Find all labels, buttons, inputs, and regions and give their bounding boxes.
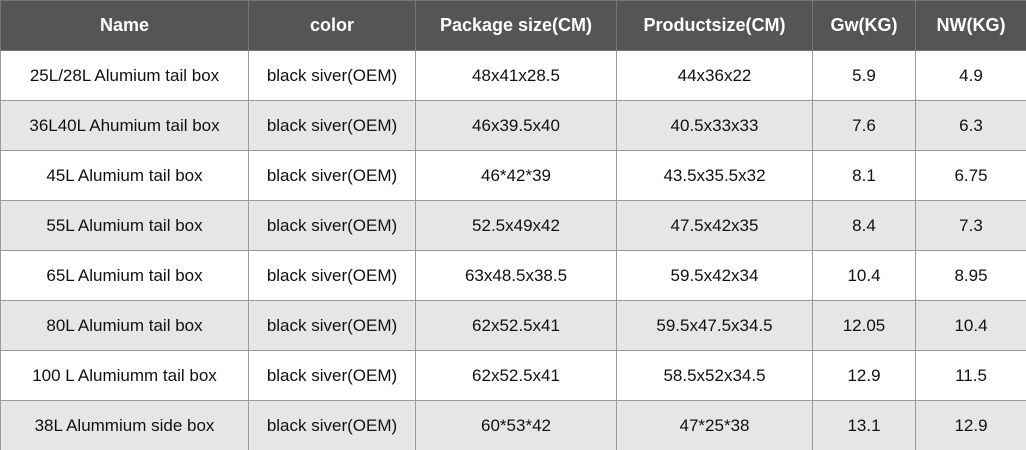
table-cell: 11.5 — [915, 350, 1026, 401]
table-cell: 46x39.5x40 — [415, 100, 617, 151]
header-cell: Package size(CM) — [415, 0, 617, 51]
table-body: 25L/28L Alumium tail box black siver(OEM)… — [0, 50, 1026, 450]
table-cell: 44x36x22 — [616, 50, 813, 101]
table-cell: 58.5x52x34.5 — [616, 350, 813, 401]
table-cell: 46*42*39 — [415, 150, 617, 201]
table-cell: 60*53*42 — [415, 400, 617, 450]
table-cell: 36L40L Ahumium tail box — [0, 100, 249, 151]
table-cell: 38L Alummium side box — [0, 400, 249, 450]
table-cell: 6.75 — [915, 150, 1026, 201]
table-cell: black siver(OEM) — [248, 350, 416, 401]
table-cell: 10.4 — [812, 250, 916, 301]
table-cell: 48x41x28.5 — [415, 50, 617, 101]
table-cell: 80L Alumium tail box — [0, 300, 249, 351]
table-cell: 25L/28L Alumium tail box — [0, 50, 249, 101]
table-cell: 45L Alumium tail box — [0, 150, 249, 201]
table-cell: black siver(OEM) — [248, 100, 416, 151]
table-cell: 47.5x42x35 — [616, 200, 813, 251]
table-cell: 52.5x49x42 — [415, 200, 617, 251]
table-cell: 62x52.5x41 — [415, 300, 617, 351]
table-cell: 13.1 — [812, 400, 916, 450]
table-cell: 63x48.5x38.5 — [415, 250, 617, 301]
table-cell: black siver(OEM) — [248, 400, 416, 450]
table-row: 38L Alummium side box black siver(OEM) 60*… — [0, 400, 1026, 450]
table-row: 45L Alumium tail box black siver(OEM) 46*4… — [0, 150, 1026, 201]
table-cell: black siver(OEM) — [248, 250, 416, 301]
table-cell: black siver(OEM) — [248, 300, 416, 351]
table-cell: black siver(OEM) — [248, 150, 416, 201]
table-cell: 65L Alumium tail box — [0, 250, 249, 301]
table-cell: 12.9 — [812, 350, 916, 401]
table-cell: 5.9 — [812, 50, 916, 101]
header-cell: Productsize(CM) — [616, 0, 813, 51]
table-cell: 8.1 — [812, 150, 916, 201]
table-cell: 8.4 — [812, 200, 916, 251]
table-cell: 10.4 — [915, 300, 1026, 351]
table-cell: 40.5x33x33 — [616, 100, 813, 151]
table-row: 80L Alumium tail box black siver(OEM) 62x5… — [0, 300, 1026, 351]
header-cell: color — [248, 0, 416, 51]
table-cell: black siver(OEM) — [248, 50, 416, 101]
table-cell: 4.9 — [915, 50, 1026, 101]
table-row: 36L40L Ahumium tail box black siver(OEM) 4… — [0, 100, 1026, 151]
header-row: Name color Package size(CM) Productsize(CM)… — [0, 0, 1026, 51]
table-cell: 6.3 — [915, 100, 1026, 151]
table-row: 100 L Alumiumm tail box black siver(OEM) 6… — [0, 350, 1026, 401]
table-cell: 43.5x35.5x32 — [616, 150, 813, 201]
table-header: Name color Package size(CM) Productsize(CM)… — [0, 0, 1026, 51]
table-row: 65L Alumium tail box black siver(OEM) 63x4… — [0, 250, 1026, 301]
table-cell: 100 L Alumiumm tail box — [0, 350, 249, 401]
table-row: 25L/28L Alumium tail box black siver(OEM)… — [0, 50, 1026, 101]
table-cell: 7.3 — [915, 200, 1026, 251]
table-cell: 62x52.5x41 — [415, 350, 617, 401]
header-cell: NW(KG) — [915, 0, 1026, 51]
table-cell: 55L Alumium tail box — [0, 200, 249, 251]
header-cell: Gw(KG) — [812, 0, 916, 51]
header-cell: Name — [0, 0, 249, 51]
table-cell: 12.05 — [812, 300, 916, 351]
table-cell: 47*25*38 — [616, 400, 813, 450]
table-cell: 59.5x47.5x34.5 — [616, 300, 813, 351]
table-cell: 7.6 — [812, 100, 916, 151]
table-cell: black siver(OEM) — [248, 200, 416, 251]
table-row: 55L Alumium tail box black siver(OEM) 52.5… — [0, 200, 1026, 251]
table-cell: 59.5x42x34 — [616, 250, 813, 301]
table-cell: 12.9 — [915, 400, 1026, 450]
table-cell: 8.95 — [915, 250, 1026, 301]
